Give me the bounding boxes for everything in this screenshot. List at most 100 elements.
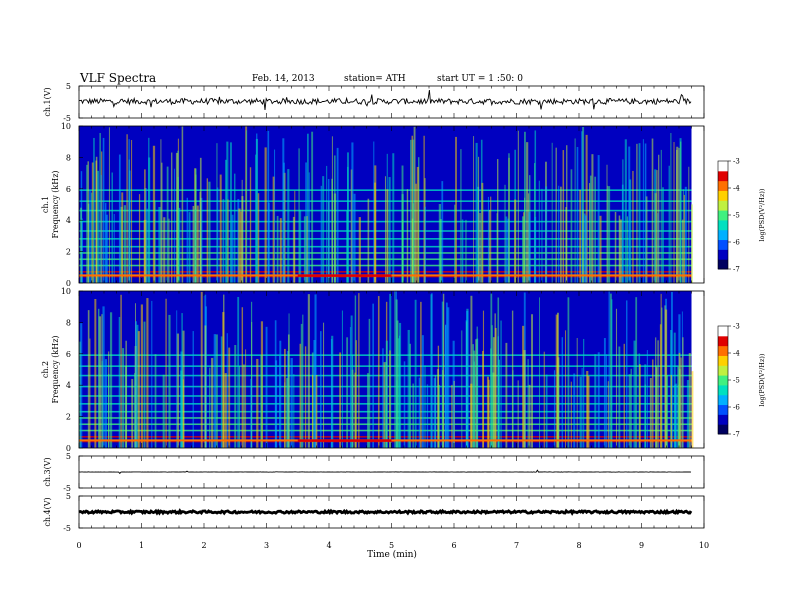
- colorbar-segment: [718, 249, 728, 260]
- spectrogram-streak: [644, 143, 647, 283]
- spectrogram-streak: [574, 138, 576, 283]
- spectrogram-streak: [95, 156, 98, 283]
- spectrogram-streak: [392, 153, 395, 283]
- spectrogram-streak: [557, 372, 559, 448]
- spectrogram-streak: [140, 304, 143, 448]
- spectrogram-strip: [297, 439, 392, 442]
- spectrogram-streak: [500, 320, 502, 448]
- spectrogram-streak: [154, 354, 157, 448]
- spectrogram-streak: [665, 375, 669, 448]
- spectrogram-streak: [311, 131, 314, 283]
- spectrogram-streak: [86, 164, 88, 283]
- spectrogram-streak: [597, 155, 600, 283]
- spectrogram-streak: [249, 167, 252, 283]
- y-tick-label: 4: [66, 381, 71, 390]
- spectrogram-streak: [670, 374, 673, 448]
- spectrogram-streak: [121, 192, 124, 283]
- x-tick-label: 10: [699, 541, 709, 550]
- spectrogram-streak: [349, 327, 351, 448]
- spectrogram-streak: [657, 340, 659, 448]
- spectrogram-streak: [686, 380, 690, 448]
- spectrogram-streak: [452, 340, 455, 448]
- spectrogram-streak: [618, 215, 621, 283]
- spectrogram-streak: [455, 136, 457, 283]
- spectrogram-streak: [482, 350, 484, 448]
- spectrogram-streak: [131, 378, 134, 448]
- colorbar-tick-label: -4: [733, 350, 740, 358]
- spectrogram-streak: [384, 361, 387, 448]
- spectrogram-streak: [367, 198, 370, 283]
- spectrogram-streak: [585, 134, 588, 283]
- spectrogram-streak: [290, 358, 293, 448]
- spectrogram-streak: [322, 176, 325, 283]
- spectrogram-streak: [652, 359, 654, 448]
- spectrogram-streak: [409, 343, 411, 448]
- spectrogram-streak: [276, 215, 279, 283]
- spectrogram-streak: [305, 162, 307, 283]
- spectrogram-streak: [162, 374, 165, 448]
- spectrogram-streak: [677, 366, 680, 448]
- y-tick-label: 10: [61, 287, 71, 296]
- spectrogram-streak: [350, 315, 353, 448]
- spectrogram-streak: [87, 161, 89, 283]
- spectrogram-band: [79, 354, 692, 356]
- spectrogram-streak: [94, 298, 97, 448]
- spectrogram-streak: [192, 331, 194, 448]
- spectrogram-streak: [441, 301, 444, 448]
- spectrogram-streak: [144, 169, 146, 283]
- spectrogram-streak: [426, 384, 429, 448]
- spectrogram-streak: [671, 291, 673, 448]
- spectrogram-streak: [211, 357, 214, 448]
- spectrogram-streak: [611, 299, 613, 448]
- spectrogram-streak: [286, 377, 289, 448]
- spectrogram-streak: [102, 306, 105, 448]
- panel-y-label: ch.4(V): [43, 497, 52, 526]
- y-tick-label: 4: [66, 216, 71, 225]
- spectrogram-streak: [646, 350, 648, 448]
- spectrogram-streak: [583, 213, 586, 283]
- x-tick-label: 6: [451, 541, 456, 550]
- spectrogram-streak: [199, 191, 201, 283]
- spectrogram-streak: [466, 310, 469, 448]
- spectrogram-streak: [517, 130, 519, 283]
- spectrogram-streak: [346, 337, 349, 448]
- spectrogram-streak: [175, 152, 179, 283]
- spectrogram-streak: [680, 141, 682, 283]
- spectrogram-streak: [476, 338, 479, 448]
- spectrogram-streak: [437, 369, 439, 448]
- colorbar-tick-label: -6: [733, 239, 740, 247]
- spectrogram-streak: [293, 374, 295, 448]
- spectrogram-streak: [98, 308, 100, 448]
- spectrogram-streak: [649, 377, 652, 448]
- spectrogram-streak: [238, 366, 241, 448]
- spectrogram-streak: [644, 364, 647, 448]
- spectrogram-streak: [492, 337, 495, 448]
- spectrogram-streak: [678, 352, 681, 448]
- colorbar-tick-label: -5: [733, 377, 740, 385]
- spectrogram-streak: [594, 176, 596, 283]
- spectrogram-streak: [209, 367, 211, 448]
- spectrogram-streak: [684, 186, 687, 283]
- spectrogram-streak: [538, 180, 540, 283]
- spectrogram-streak: [204, 325, 207, 448]
- colorbar-segment: [718, 190, 728, 201]
- spectrogram-streak: [658, 154, 660, 283]
- spectrogram-streak: [165, 298, 167, 448]
- panel-y-label: ch.3(V): [43, 457, 52, 486]
- spectrogram-streak: [245, 349, 247, 448]
- spectrogram-streak: [260, 355, 263, 448]
- y-tick-label: 2: [66, 413, 71, 422]
- spectrogram-streak: [199, 157, 202, 283]
- spectrogram-streak: [523, 350, 526, 448]
- spectrogram-streak: [182, 379, 184, 448]
- spectrogram-streak: [411, 135, 414, 283]
- x-tick-label: 1: [139, 541, 144, 550]
- spectrogram-streak: [382, 348, 384, 448]
- spectrogram-streak: [678, 147, 680, 283]
- spectrogram-streak: [528, 384, 531, 448]
- spectrogram-streak: [341, 310, 343, 448]
- spectrogram-streak: [176, 310, 178, 448]
- spectrogram-streak: [406, 189, 409, 283]
- spectrogram-streak: [323, 322, 325, 448]
- spectrogram-streak: [522, 325, 525, 448]
